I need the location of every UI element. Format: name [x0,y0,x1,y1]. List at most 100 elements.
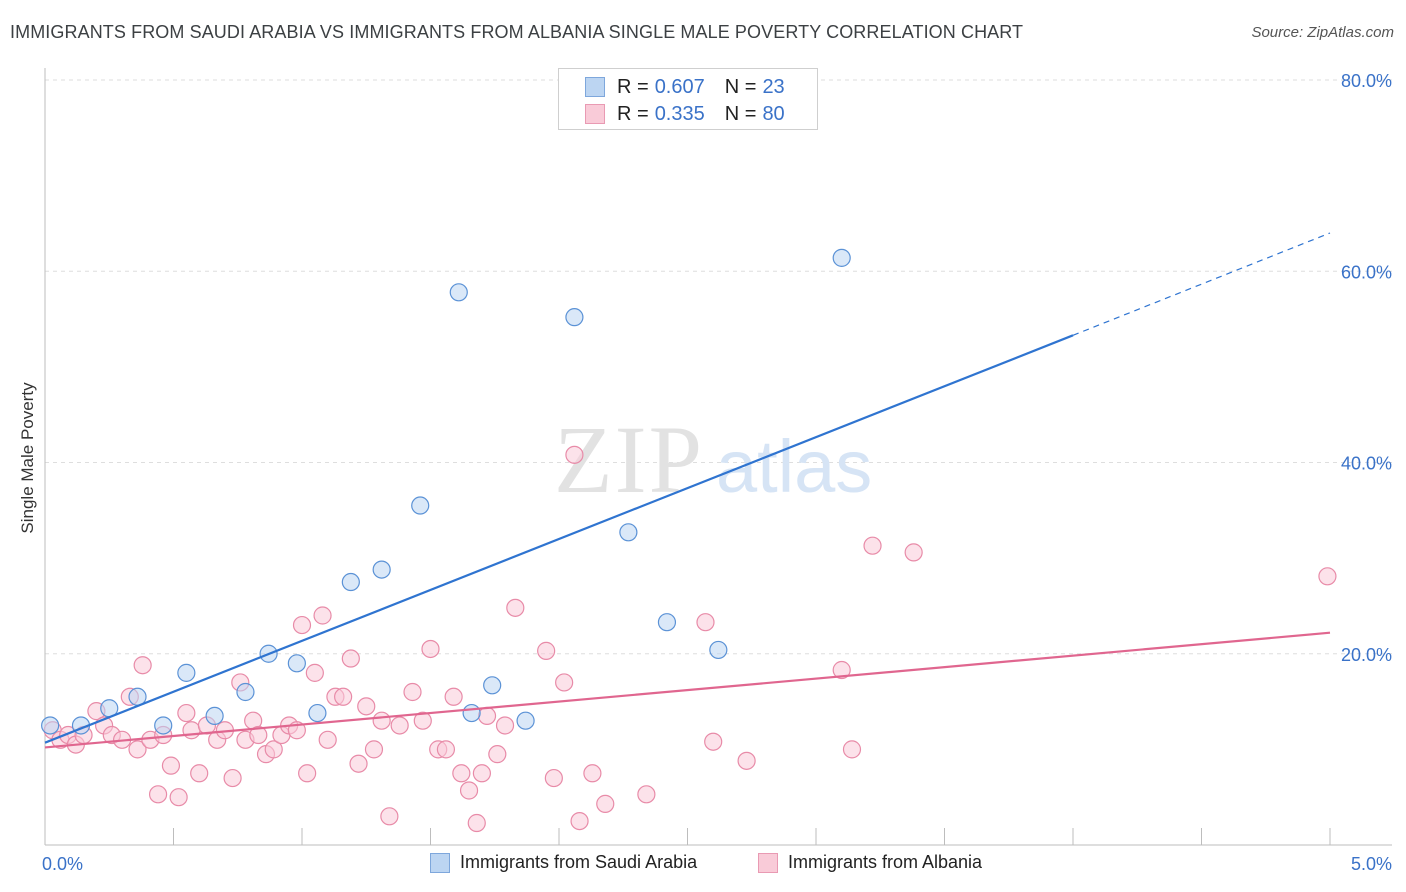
data-point [570,811,589,831]
data-point [583,764,602,783]
data-point [341,649,360,668]
data-point [182,721,201,740]
data-point [292,615,312,635]
legend-swatch-albania [758,852,778,873]
chart-title: IMMIGRANTS FROM SAUDI ARABIA VS IMMIGRAN… [10,22,1024,42]
data-point [313,606,332,625]
legend-row-saudi-arabia: R = 0.607 N = 23 [585,75,785,99]
data-point [190,764,209,783]
data-point [637,785,656,804]
data-point [537,641,556,660]
n-value-albania: 80 [762,102,785,125]
data-point [364,740,384,759]
data-point [249,725,268,745]
data-point [264,740,283,759]
data-point [657,613,677,632]
data-point [516,711,535,730]
data-point [472,764,491,783]
data-point [459,781,479,800]
watermark: ZIP atlas [554,406,872,513]
data-point [421,639,440,659]
data-point [223,768,242,788]
data-point [709,640,728,660]
legend-row-albania: R = 0.335 N = 80 [585,102,785,126]
data-point [372,711,391,730]
data-point [462,703,481,723]
r-value-saudi-arabia: 0.607 [654,75,705,98]
data-point [832,660,851,680]
data-point [565,445,584,464]
data-point [436,740,456,759]
data-point [449,283,468,302]
data-point [154,716,173,735]
data-point [737,751,756,770]
data-point [169,788,188,807]
r-label: R = [617,102,649,125]
data-point [904,543,923,562]
data-point [161,756,181,775]
data-point [565,308,584,327]
n-label: N = [724,102,757,125]
data-point [619,523,638,542]
n-value-saudi-arabia: 23 [762,75,785,98]
data-point [544,768,563,788]
x-tick-label: 5.0% [1351,854,1392,874]
source-label: Source: ZipAtlas.com [1251,24,1394,41]
y-tick-label: 20.0% [1341,645,1392,665]
data-point [133,656,152,675]
legend-swatch-albania [585,104,605,124]
trend-line-saudi-arabia [44,334,1074,744]
data-point [488,745,507,764]
data-point [298,764,317,783]
axes [44,68,1392,846]
data-point [177,703,196,723]
data-point [413,711,432,730]
data-point [596,794,615,813]
data-point [177,663,196,682]
legend-swatch-saudi-arabia [430,852,450,873]
data-point [704,732,723,751]
trend-line-saudi-arabia-extension [1072,232,1331,336]
data-point [1318,567,1337,586]
data-point [334,687,353,706]
data-point [411,496,430,515]
legend-label-saudi-arabia: Immigrants from Saudi Arabia [460,852,698,872]
legend-item-albania: Immigrants from Albania [758,852,982,873]
data-point [842,740,862,759]
legend-item-saudi-arabia: Immigrants from Saudi Arabia [430,852,697,873]
data-point [403,682,422,702]
trend-line-albania [44,631,1331,749]
x-tick-label: 0.0% [42,854,83,874]
data-point [380,807,399,826]
data-points [41,248,1337,833]
r-value-albania: 0.335 [654,102,705,125]
tick-labels: 20.0% 40.0% 60.0% 80.0% 0.0% 5.0% [42,71,1392,874]
y-tick-label: 80.0% [1341,71,1392,91]
gridlines [45,79,1392,655]
data-point [205,706,224,726]
data-point [318,730,337,749]
data-point [832,248,851,267]
n-label: N = [724,75,757,98]
y-tick-label: 40.0% [1341,454,1392,474]
data-point [287,654,306,673]
trend-lines [44,232,1331,749]
legend-label-albania: Immigrants from Albania [788,852,983,872]
data-point [477,706,497,726]
data-point [357,697,376,716]
data-point [390,716,409,735]
y-axis-label: Single Male Poverty [18,382,37,534]
stats-legend: R = 0.607 N = 23 R = 0.335 N = 80 [558,68,818,130]
legend-swatch-saudi-arabia [585,77,605,97]
data-point [467,813,486,833]
data-point [444,687,463,706]
data-point [349,754,368,773]
data-point [341,572,360,592]
data-point [308,703,327,723]
data-point [495,716,515,735]
data-point [506,598,525,617]
data-point [148,785,168,804]
data-point [863,536,882,555]
data-point [555,673,574,692]
